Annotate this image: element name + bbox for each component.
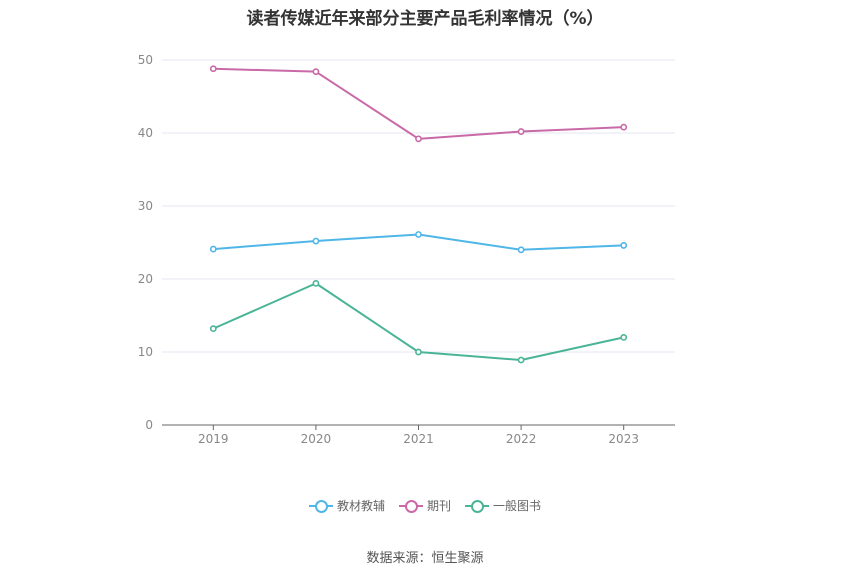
- legend-item-0[interactable]: 教材教辅: [308, 497, 385, 514]
- y-tick-label: 30: [138, 199, 153, 213]
- x-tick-label: 2022: [506, 432, 537, 446]
- legend-label: 教材教辅: [336, 499, 385, 513]
- data-point[interactable]: [312, 279, 320, 287]
- x-tick-label: 2021: [403, 432, 434, 446]
- y-tick-label: 10: [138, 345, 153, 359]
- legend-marker-icon: [308, 499, 333, 513]
- data-point[interactable]: [415, 231, 422, 238]
- source-note: 数据来源：恒生聚源: [366, 551, 484, 566]
- legend: 教材教辅 期刊 一般图书: [0, 497, 850, 514]
- legend-label: 期刊: [426, 499, 451, 513]
- x-axis: 2019 2020 2021 2022 2023: [162, 424, 675, 446]
- data-point[interactable]: [209, 245, 217, 253]
- y-tick-label: 40: [138, 126, 153, 140]
- data-point[interactable]: [620, 333, 628, 341]
- data-point[interactable]: [415, 348, 422, 356]
- data-point[interactable]: [415, 135, 422, 143]
- data-point[interactable]: [209, 65, 217, 73]
- data-point[interactable]: [620, 123, 628, 131]
- data-point[interactable]: [517, 128, 525, 135]
- legend-label: 一般图书: [493, 499, 542, 513]
- legend-item-1[interactable]: 期刊: [398, 497, 451, 514]
- y-tick-label: 50: [138, 53, 153, 67]
- data-point[interactable]: [312, 237, 320, 245]
- y-tick-label: 20: [138, 272, 153, 286]
- data-point[interactable]: [209, 325, 217, 333]
- data-point[interactable]: [620, 242, 628, 249]
- chart-title: 读者传媒近年来部分主要产品毛利率情况（%）: [246, 9, 604, 29]
- series-line-1: [213, 67, 624, 140]
- gridlines: [162, 59, 675, 353]
- legend-item-2[interactable]: 一般图书: [465, 497, 541, 514]
- data-point[interactable]: [517, 356, 525, 364]
- x-tick-label: 2020: [301, 432, 332, 446]
- data-point[interactable]: [312, 68, 320, 76]
- data-point[interactable]: [517, 246, 525, 254]
- x-tick-label: 2019: [198, 432, 229, 446]
- y-tick-label: 0: [145, 418, 153, 432]
- x-tick-label: 2023: [608, 432, 639, 446]
- series-lines: [209, 65, 628, 364]
- series-line-2: [212, 282, 624, 362]
- y-axis-ticks: 0 10 20 30 40 50: [138, 53, 153, 432]
- legend-marker-icon: [465, 499, 489, 513]
- legend-marker-icon: [398, 499, 423, 513]
